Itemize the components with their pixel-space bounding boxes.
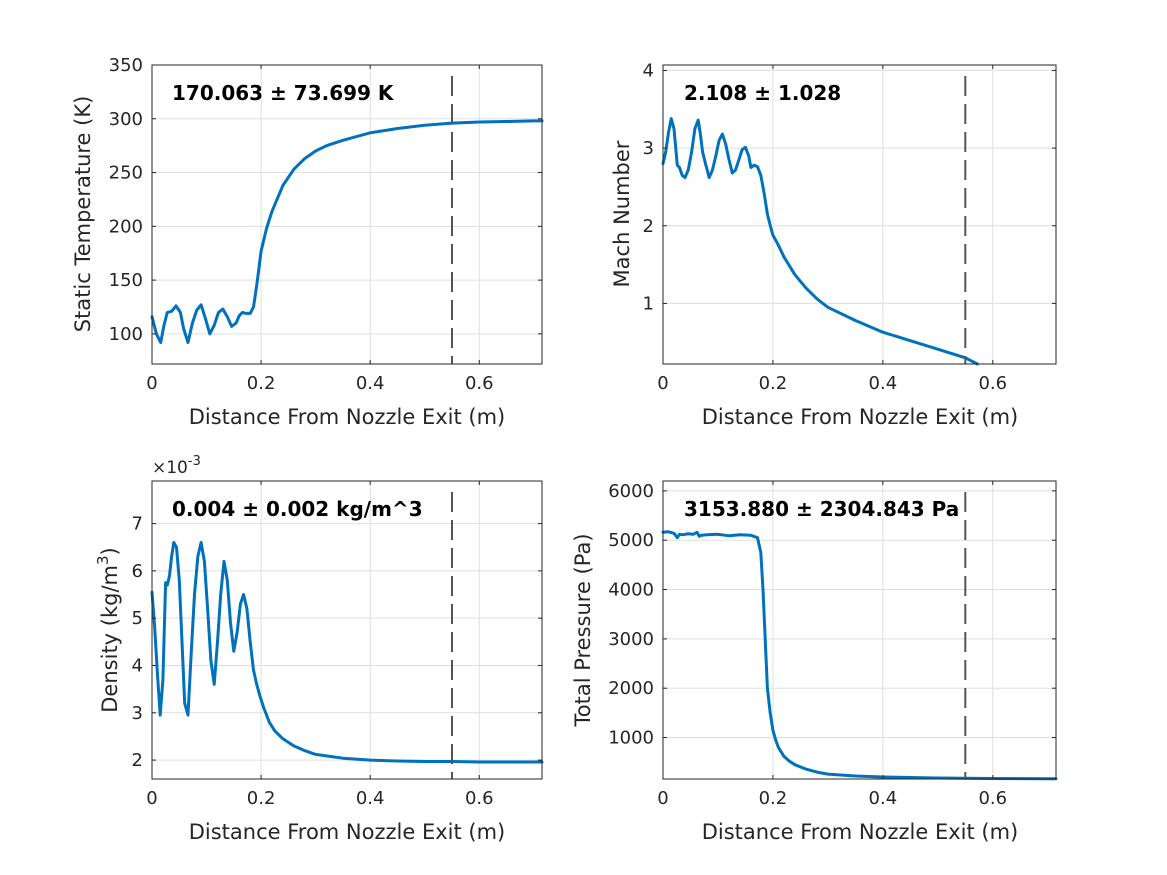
- temperature-plot-area: [152, 65, 542, 364]
- density-x-tick-label: 0: [146, 788, 157, 809]
- pressure-panel: 0 0.2 0.4 0.6 1000 2000 3000 4000 5000 6000 Dista…: [571, 480, 1058, 844]
- pressure-x-tick-label: 0.4: [869, 788, 898, 809]
- temperature-y-tick-label: 150: [109, 270, 143, 291]
- pressure-x-tick-label: 0.2: [759, 788, 788, 809]
- pressure-y-tick-label: 5000: [608, 530, 654, 551]
- temperature-ylabel: Static Temperature (K): [71, 96, 95, 333]
- density-xlabel: Distance From Nozzle Exit (m): [189, 820, 506, 844]
- mach-xlabel: Distance From Nozzle Exit (m): [702, 405, 1019, 429]
- density-x-tick-label: 0.2: [247, 788, 276, 809]
- pressure-y-tick-label: 1000: [608, 728, 654, 749]
- mach-panel: 0 0.2 0.4 0.6 1 2 3 4 Distance From Nozzle Exit…: [610, 60, 1057, 429]
- mach-x-tick-label: 0.2: [759, 373, 788, 394]
- pressure-annotation: 3153.880 ± 2304.843 Pa: [684, 497, 959, 521]
- density-exponent-label: ×10-3: [152, 454, 201, 478]
- mach-x-tick-label: 0: [657, 373, 668, 394]
- mach-series-line: [661, 117, 979, 366]
- pressure-y-tick-label: 2000: [608, 678, 654, 699]
- temperature-y-tick-label: 350: [109, 55, 143, 76]
- mach-ylabel: Mach Number: [610, 140, 634, 287]
- temperature-x-tick-label: 0.6: [465, 373, 494, 394]
- density-plot-area: [152, 481, 542, 779]
- temperature-xlabel: Distance From Nozzle Exit (m): [189, 405, 506, 429]
- mach-y-tick-label: 4: [643, 60, 654, 81]
- mach-y-tick-label: 2: [643, 216, 654, 237]
- pressure-ylabel: Total Pressure (Pa): [571, 533, 595, 727]
- density-y-tick-label: 2: [132, 750, 143, 771]
- temperature-y-tick-label: 250: [109, 163, 143, 184]
- pressure-x-tick-label: 0: [657, 788, 668, 809]
- density-y-tick-label: 6: [132, 561, 143, 582]
- density-y-tick-label: 5: [132, 608, 143, 629]
- pressure-plot-area: [663, 481, 1056, 779]
- density-y-tick-label: 4: [132, 655, 143, 676]
- pressure-xlabel: Distance From Nozzle Exit (m): [702, 820, 1019, 844]
- density-y-tick-label: 7: [132, 514, 143, 535]
- temperature-annotation: 170.063 ± 73.699 K: [172, 81, 395, 105]
- mach-annotation: 2.108 ± 1.028: [684, 81, 841, 105]
- density-x-tick-label: 0.6: [465, 788, 494, 809]
- density-x-tick-label: 0.4: [356, 788, 385, 809]
- temperature-y-tick-label: 200: [109, 216, 143, 237]
- pressure-y-tick-label: 6000: [608, 481, 654, 502]
- pressure-y-tick-label: 3000: [608, 629, 654, 650]
- temperature-y-tick-label: 300: [109, 109, 143, 130]
- density-series-line: [150, 541, 544, 764]
- temperature-x-tick-label: 0: [146, 373, 157, 394]
- temperature-series-line: [150, 119, 544, 344]
- density-axes-box: [151, 480, 543, 780]
- mach-x-tick-label: 0.6: [978, 373, 1007, 394]
- pressure-series-line: [661, 530, 1058, 781]
- temperature-x-tick-label: 0.4: [356, 373, 385, 394]
- temperature-y-tick-label: 100: [109, 324, 143, 345]
- temperature-x-tick-label: 0.2: [247, 373, 276, 394]
- density-y-tick-label: 3: [132, 703, 143, 724]
- temperature-panel: 0 0.2 0.4 0.6 100 150 200 250 300 350 Distance Fr…: [71, 55, 544, 429]
- pressure-y-tick-label: 4000: [608, 580, 654, 601]
- pressure-axes-box: [662, 480, 1057, 780]
- pressure-x-tick-label: 0.6: [978, 788, 1007, 809]
- mach-plot-area: [663, 65, 1056, 364]
- density-annotation: 0.004 ± 0.002 kg/m^3: [172, 497, 423, 521]
- mach-x-tick-label: 0.4: [869, 373, 898, 394]
- temperature-axes-box: [151, 64, 543, 365]
- mach-y-tick-label: 1: [643, 293, 654, 314]
- mach-axes-box: [662, 64, 1057, 365]
- density-panel: 0 0.2 0.4 0.6 2 3 4 5 6 7 Distance From Nozzle Ex…: [94, 454, 544, 844]
- mach-y-tick-label: 3: [643, 138, 654, 159]
- density-ylabel: Density (kg/m3): [94, 547, 122, 712]
